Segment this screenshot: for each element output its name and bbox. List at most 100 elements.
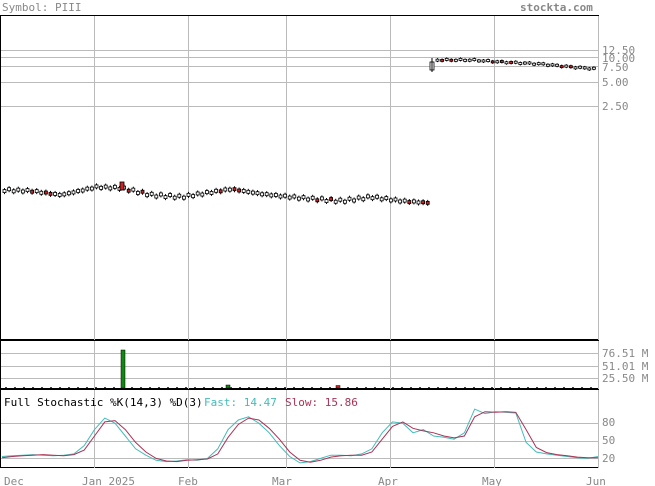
volume-bar-small — [23, 387, 25, 388]
candle-body — [292, 194, 297, 199]
volume-bar-small — [347, 387, 349, 388]
brand-label[interactable]: stockta.com — [520, 1, 593, 14]
volume-bar-small — [527, 387, 529, 388]
volume-bar-small — [59, 387, 61, 388]
candle-body — [39, 190, 44, 195]
volume-bar-small — [131, 387, 133, 388]
candle-body — [569, 65, 573, 69]
volume-bar-small — [374, 387, 376, 388]
candle-body — [504, 61, 509, 65]
candle-body — [541, 62, 546, 66]
volume-bar-small — [113, 387, 115, 388]
candle-body — [375, 194, 380, 199]
volume-bar-small — [14, 387, 16, 388]
candle-body — [306, 197, 311, 202]
candle-body — [398, 199, 403, 204]
volume-bar-small — [581, 387, 583, 388]
volume-bar-small — [365, 387, 367, 388]
candle-body — [555, 63, 559, 67]
price-candles — [2, 57, 596, 206]
volume-bar-small — [392, 387, 394, 388]
volume-bar-small — [320, 387, 322, 388]
candle-body — [495, 60, 500, 64]
candle-body — [347, 196, 352, 201]
volume-bar-small — [68, 387, 70, 388]
candle-body — [342, 199, 347, 204]
candle-body — [319, 196, 324, 201]
candle-body — [126, 188, 131, 193]
x-tick-mar: Mar — [272, 475, 292, 486]
stochastic-slow-line — [1, 411, 598, 463]
candle-body — [338, 197, 343, 202]
candle-body — [20, 189, 25, 194]
price-tick-500: 5.00 — [602, 76, 629, 89]
candle-body — [444, 58, 449, 61]
candle-body — [145, 193, 150, 198]
candle-body — [440, 58, 445, 62]
candle-body — [509, 61, 514, 64]
candle-body — [384, 196, 389, 200]
symbol-label: Symbol: PIII — [2, 1, 81, 14]
volume-bar-small — [518, 387, 520, 388]
x-tick-jan: Jan 2025 — [82, 475, 135, 486]
candle-body — [361, 197, 366, 202]
candle-body — [44, 190, 48, 195]
candle-body — [283, 193, 288, 198]
volume-bar-small — [212, 387, 214, 388]
candle-body — [135, 191, 140, 195]
candle-body — [214, 188, 219, 193]
volume-tick-mid: 51.01 M — [602, 360, 649, 373]
candle-body — [2, 189, 7, 193]
candle-body — [287, 195, 292, 200]
volume-bar-small — [437, 387, 439, 388]
volume-bar-small — [203, 387, 205, 388]
candle-body — [578, 65, 582, 69]
candle-body — [486, 59, 491, 62]
candle-body — [204, 190, 209, 195]
volume-bar-small — [239, 387, 241, 388]
candle-body — [564, 64, 569, 68]
volume-bar — [225, 384, 231, 389]
volume-bar-small — [293, 387, 295, 388]
candle-body — [241, 189, 246, 193]
candle-body — [421, 200, 426, 205]
candle-body — [223, 187, 228, 192]
candle-body — [550, 63, 555, 67]
candle-body — [90, 186, 94, 191]
candle-body — [140, 189, 145, 194]
volume-bar-small — [311, 387, 313, 388]
candle-body — [25, 188, 30, 193]
candle-body — [573, 66, 578, 70]
candle-body — [388, 198, 393, 203]
candle-body — [172, 195, 177, 200]
candle-body — [16, 187, 21, 192]
candle-body — [370, 196, 375, 201]
candle-body — [181, 195, 186, 200]
candle-body — [407, 200, 412, 204]
candle-body — [379, 197, 384, 202]
volume-bar-small — [491, 387, 493, 388]
price-tick-250: 2.50 — [602, 100, 629, 113]
candle-body — [587, 67, 592, 71]
candle-body — [113, 184, 117, 189]
candle-body — [449, 58, 454, 62]
volume-bar-small — [140, 387, 142, 388]
x-tick-apr: Apr — [378, 475, 398, 486]
candle-body — [453, 58, 458, 62]
stochastic-slow-label: Slow: 15.86 — [285, 396, 358, 409]
candle-body — [186, 192, 191, 197]
volume-bar-small — [572, 387, 574, 388]
candle-body — [57, 192, 62, 197]
volume-bar-small — [50, 387, 52, 388]
volume-bar-small — [284, 387, 286, 388]
volume-bar-small — [446, 387, 448, 388]
candle-body — [227, 187, 232, 192]
stochastic-fast-label: Fast: 14.47 — [204, 396, 277, 409]
stoch-tick-80: 80 — [602, 416, 615, 429]
x-tick-dec: Dec — [4, 475, 24, 486]
volume-bar-small — [329, 387, 331, 388]
candle-body — [301, 195, 306, 200]
candle-body — [195, 191, 200, 196]
candle-body — [237, 188, 242, 193]
